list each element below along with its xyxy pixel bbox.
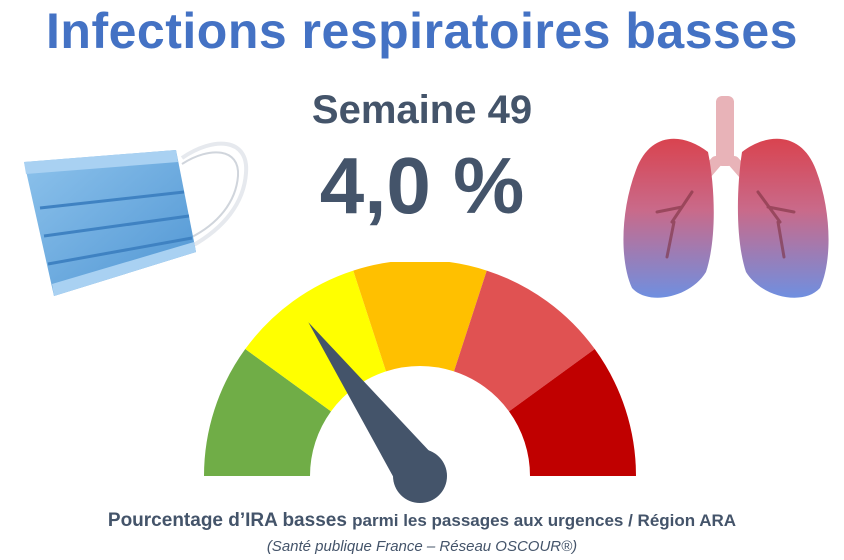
gauge-hub [393, 449, 447, 503]
face-mask-icon [24, 141, 249, 296]
gauge-needle [308, 322, 440, 491]
gauge-segment-3 [353, 262, 487, 372]
week-label: Semaine 49 [311, 88, 533, 132]
source-note: (Santé publique France – Réseau OSCOUR®) [266, 538, 578, 555]
gauge-segment-5 [508, 349, 636, 476]
page-title: Infections respiratoires basses [46, 3, 798, 59]
gauge-segment-1 [204, 349, 332, 476]
caption-main: Pourcentage d’IRA basses [107, 510, 347, 531]
percentage-value: 4,0 % [319, 141, 525, 230]
gauge-caption: Pourcentage d’IRA basses parmi les passa… [0, 510, 844, 532]
caption-rest: parmi les passages aux urgences / Région… [352, 511, 737, 530]
gauge-segment-4 [453, 270, 595, 412]
risk-gauge [204, 262, 636, 503]
lungs-icon [623, 96, 829, 298]
